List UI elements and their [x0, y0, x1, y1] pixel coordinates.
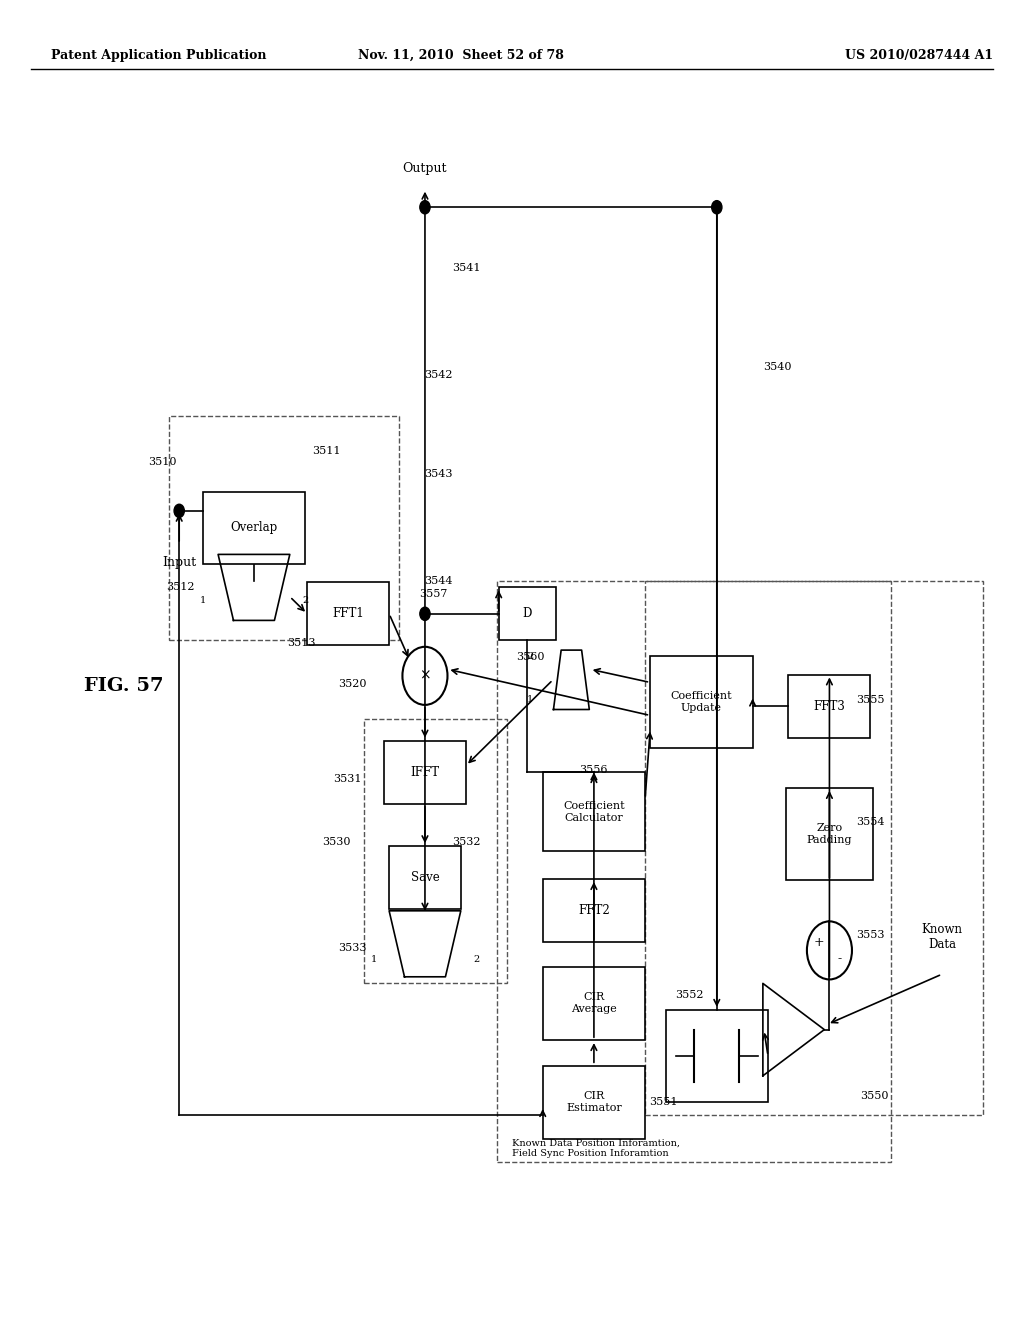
Text: 3557: 3557 [419, 589, 447, 599]
FancyBboxPatch shape [543, 1067, 645, 1138]
Text: 1: 1 [371, 956, 377, 964]
Text: 3531: 3531 [333, 774, 361, 784]
Text: 2: 2 [473, 956, 479, 964]
FancyBboxPatch shape [543, 879, 645, 942]
Text: 3556: 3556 [580, 764, 608, 775]
Text: 3520: 3520 [338, 678, 367, 689]
Text: Overlap: Overlap [230, 521, 278, 535]
Circle shape [174, 504, 184, 517]
Text: FFT3: FFT3 [813, 700, 846, 713]
FancyBboxPatch shape [203, 491, 305, 565]
Text: Known
Data: Known Data [922, 923, 963, 952]
FancyBboxPatch shape [786, 788, 872, 880]
Text: 1: 1 [200, 597, 206, 605]
Text: 3511: 3511 [312, 446, 341, 457]
Text: Coefficient
Update: Coefficient Update [671, 692, 732, 713]
FancyBboxPatch shape [500, 587, 555, 640]
Text: ×: × [419, 669, 431, 682]
Text: 3530: 3530 [323, 837, 351, 847]
Text: CIR
Average: CIR Average [571, 993, 616, 1014]
FancyBboxPatch shape [543, 966, 645, 1040]
Text: 2: 2 [527, 652, 534, 660]
FancyBboxPatch shape [650, 656, 753, 748]
FancyBboxPatch shape [384, 741, 466, 804]
Text: FFT2: FFT2 [578, 904, 610, 917]
Text: Input: Input [162, 556, 197, 569]
FancyBboxPatch shape [788, 675, 870, 738]
Text: Output: Output [402, 162, 447, 176]
Text: 3554: 3554 [856, 817, 885, 828]
FancyBboxPatch shape [543, 772, 645, 851]
Text: Nov. 11, 2010  Sheet 52 of 78: Nov. 11, 2010 Sheet 52 of 78 [357, 49, 564, 62]
Text: Zero
Padding: Zero Padding [807, 824, 852, 845]
Text: D: D [522, 607, 532, 620]
Text: Save: Save [411, 871, 439, 884]
Circle shape [420, 201, 430, 214]
Text: 1: 1 [527, 696, 534, 704]
Text: 3553: 3553 [856, 929, 885, 940]
Text: US 2010/0287444 A1: US 2010/0287444 A1 [845, 49, 993, 62]
Text: 3533: 3533 [338, 942, 367, 953]
Text: -: - [838, 952, 842, 965]
FancyBboxPatch shape [666, 1010, 768, 1102]
Text: 3555: 3555 [856, 694, 885, 705]
Text: 3543: 3543 [424, 469, 453, 479]
Text: 3551: 3551 [649, 1097, 678, 1107]
FancyBboxPatch shape [389, 846, 461, 909]
Text: Patent Application Publication: Patent Application Publication [51, 49, 266, 62]
Text: 3540: 3540 [763, 362, 792, 372]
Text: 3550: 3550 [860, 1090, 889, 1101]
Text: 3510: 3510 [148, 457, 177, 467]
Text: 3532: 3532 [453, 837, 481, 847]
Text: +: + [814, 936, 824, 949]
Text: Coefficient
Calculator: Coefficient Calculator [563, 801, 625, 822]
Text: IFFT: IFFT [411, 766, 439, 779]
Text: 3512: 3512 [166, 582, 195, 593]
Text: 3560: 3560 [516, 652, 545, 663]
Text: FIG. 57: FIG. 57 [84, 677, 164, 696]
Text: 2: 2 [302, 597, 308, 605]
Text: 3513: 3513 [287, 638, 315, 648]
Text: Known Data Position Inforamtion,
Field Sync Position Inforamtion: Known Data Position Inforamtion, Field S… [512, 1139, 680, 1158]
Circle shape [712, 201, 722, 214]
FancyBboxPatch shape [307, 582, 389, 645]
Text: 3544: 3544 [424, 576, 453, 586]
Text: 3542: 3542 [424, 370, 453, 380]
Text: FFT1: FFT1 [332, 607, 365, 620]
Text: CIR
Estimator: CIR Estimator [566, 1092, 622, 1113]
Text: 3552: 3552 [675, 990, 703, 1001]
Text: 3541: 3541 [453, 263, 481, 273]
Circle shape [420, 607, 430, 620]
